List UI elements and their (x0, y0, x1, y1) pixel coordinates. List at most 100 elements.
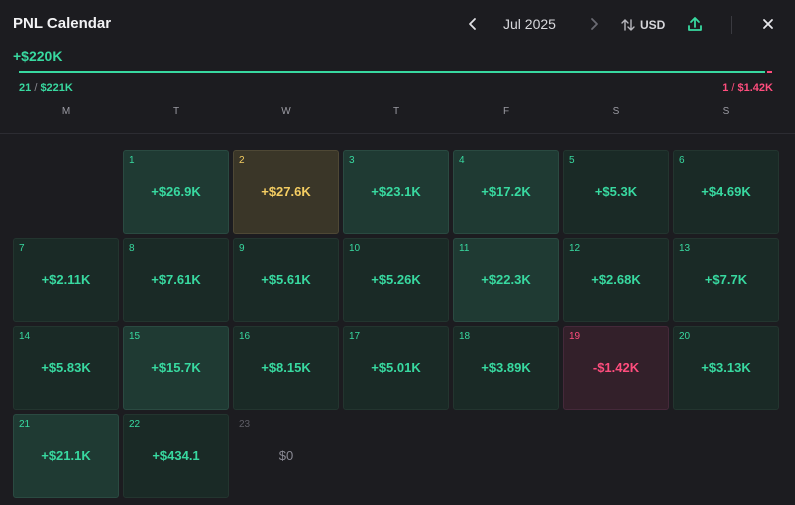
day-number: 14 (19, 331, 31, 342)
day-cell[interactable]: 15 +$15.7K (123, 326, 229, 410)
day-number: 10 (349, 243, 361, 254)
day-number: 12 (569, 243, 581, 254)
day-cell[interactable]: 11 +$22.3K (453, 238, 559, 322)
day-pnl-value: +$2.11K (41, 272, 91, 287)
day-number: 2 (239, 155, 245, 166)
day-cell[interactable]: 9 +$5.61K (233, 238, 339, 322)
win-days: 21 (19, 82, 32, 94)
weekday-label: S (722, 106, 730, 117)
day-pnl-value: +$27.6K (261, 184, 311, 199)
day-number: 9 (239, 243, 245, 254)
day-pnl-value: +$21.1K (41, 448, 91, 463)
day-pnl-value: +$17.2K (481, 184, 531, 199)
day-number: 18 (459, 331, 471, 342)
weekday-label: W (281, 106, 291, 117)
chevron-right-icon (591, 18, 598, 30)
loss-separator: / (731, 82, 735, 94)
day-pnl-value: -$1.42K (592, 360, 640, 375)
day-cell[interactable]: 1 +$26.9K (123, 150, 229, 234)
day-pnl-value: +$4.69K (701, 184, 751, 199)
day-pnl-value: +$8.15K (261, 360, 311, 375)
day-number: 5 (569, 155, 575, 166)
page-title: PNL Calendar (13, 15, 112, 32)
day-number: 8 (129, 243, 135, 254)
day-cell[interactable]: 18 +$3.89K (453, 326, 559, 410)
day-number: 16 (239, 331, 251, 342)
day-pnl-value: $0 (278, 448, 294, 463)
day-pnl-value: +$26.9K (151, 184, 201, 199)
day-cell[interactable]: 5 +$5.3K (563, 150, 669, 234)
win-separator: / (34, 82, 38, 94)
weekday-label: T (172, 106, 180, 117)
day-number: 17 (349, 331, 361, 342)
close-button[interactable] (759, 14, 777, 34)
day-cell[interactable]: 16 +$8.15K (233, 326, 339, 410)
header-divider (731, 16, 732, 34)
day-number: 15 (129, 331, 141, 342)
day-cell[interactable]: 3 +$23.1K (343, 150, 449, 234)
win-amount: $221K (40, 82, 73, 94)
day-cell[interactable]: 12 +$2.68K (563, 238, 669, 322)
weekday-label: T (392, 106, 400, 117)
chevron-left-icon (469, 18, 476, 30)
day-cell[interactable]: 10 +$5.26K (343, 238, 449, 322)
day-pnl-value: +$3.89K (481, 360, 531, 375)
swap-vertical-icon (621, 19, 635, 31)
calendar-header: PNL Calendar Jul 2025 USD (0, 0, 795, 48)
day-number: 20 (679, 331, 691, 342)
day-pnl-value: +$22.3K (481, 272, 531, 287)
day-pnl-value: +$434.1 (152, 448, 200, 463)
weekday-header: M T W T F S S (11, 106, 781, 120)
day-pnl-value: +$5.01K (371, 360, 421, 375)
day-pnl-value: +$5.61K (261, 272, 311, 287)
currency-label: USD (640, 18, 666, 32)
previous-month-button[interactable] (466, 14, 480, 34)
day-cell[interactable]: 20 +$3.13K (673, 326, 779, 410)
day-cell[interactable]: 4 +$17.2K (453, 150, 559, 234)
loss-amount: $1.42K (737, 82, 773, 94)
day-cell[interactable]: 2 +$27.6K (233, 150, 339, 234)
day-cell[interactable]: 7 +$2.11K (13, 238, 119, 322)
weekday-label: F (502, 106, 510, 117)
day-number: 21 (19, 419, 31, 430)
day-pnl-value: +$15.7K (151, 360, 201, 375)
day-cell[interactable]: 13 +$7.7K (673, 238, 779, 322)
day-pnl-value: +$2.68K (591, 272, 641, 287)
win-stats: 21 / $221K (19, 82, 73, 94)
day-number: 22 (129, 419, 141, 430)
day-pnl-value: +$5.26K (371, 272, 421, 287)
day-cell[interactable]: 8 +$7.61K (123, 238, 229, 322)
next-month-button[interactable] (587, 14, 601, 34)
day-cell[interactable]: 23 $0 (233, 414, 339, 498)
day-pnl-value: +$5.83K (41, 360, 91, 375)
day-pnl-value: +$7.7K (704, 272, 748, 287)
export-button[interactable] (686, 14, 704, 34)
day-cell[interactable]: 19 -$1.42K (563, 326, 669, 410)
day-pnl-value: +$5.3K (594, 184, 638, 199)
weekday-label: M (61, 106, 71, 117)
day-pnl-value: +$7.61K (151, 272, 201, 287)
day-number: 7 (19, 243, 25, 254)
day-cell[interactable]: 21 +$21.1K (13, 414, 119, 498)
close-icon (763, 19, 773, 29)
day-number: 6 (679, 155, 685, 166)
day-cell[interactable]: 17 +$5.01K (343, 326, 449, 410)
day-cell[interactable]: 22 +$434.1 (123, 414, 229, 498)
day-pnl-value: +$23.1K (371, 184, 421, 199)
day-number: 3 (349, 155, 355, 166)
day-cell[interactable]: 14 +$5.83K (13, 326, 119, 410)
day-pnl-value: +$3.13K (701, 360, 751, 375)
weekday-label: S (612, 106, 620, 117)
win-ratio-bar (19, 71, 765, 73)
day-number: 1 (129, 155, 135, 166)
day-cell[interactable]: 6 +$4.69K (673, 150, 779, 234)
loss-ratio-bar (767, 71, 772, 73)
day-number: 19 (569, 331, 581, 342)
day-number: 13 (679, 243, 691, 254)
day-number: 23 (239, 419, 251, 430)
loss-stats: 1 / $1.42K (722, 82, 773, 94)
loss-days: 1 (722, 82, 729, 94)
currency-toggle[interactable]: USD (620, 14, 665, 36)
day-number: 11 (459, 243, 470, 254)
